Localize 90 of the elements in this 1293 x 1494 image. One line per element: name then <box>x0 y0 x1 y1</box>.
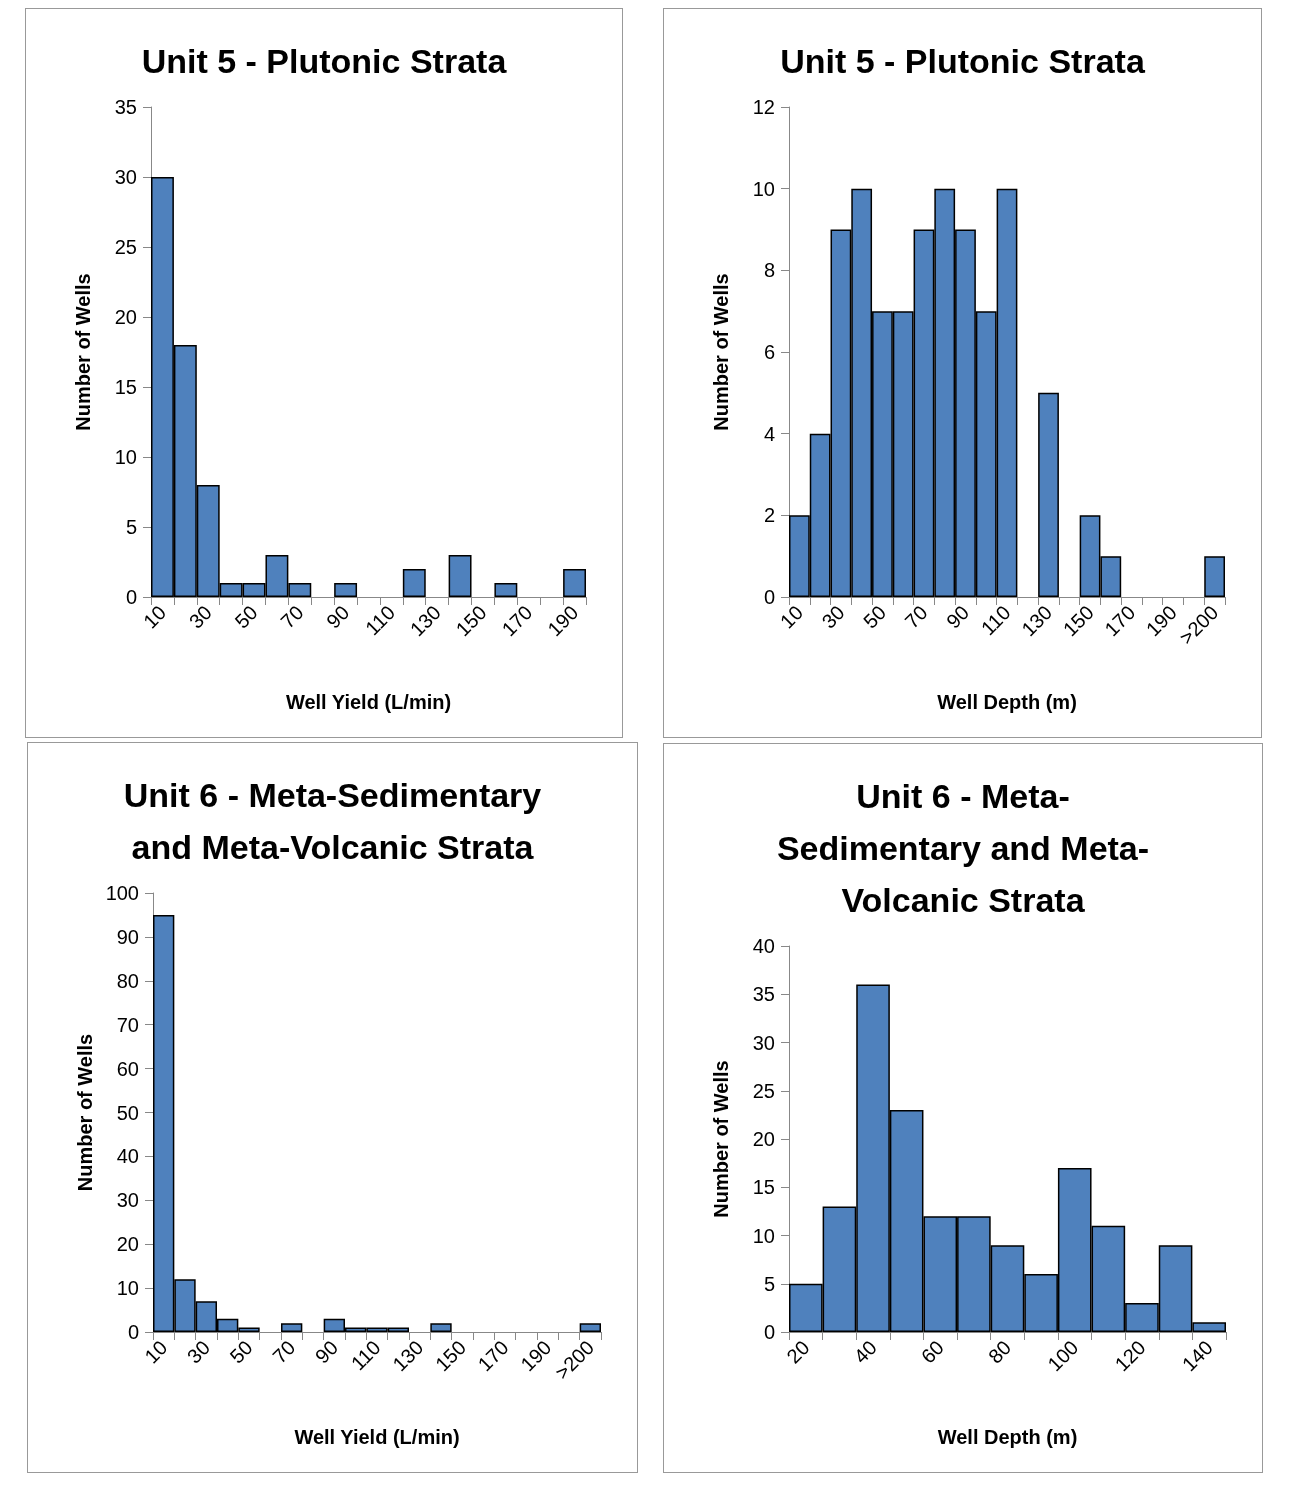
y-tick-label: 8 <box>763 259 775 282</box>
x-tick-label: 70 <box>276 601 308 633</box>
x-axis-title: Well Yield (L/min) <box>294 1426 460 1448</box>
x-tick-label: 150 <box>430 1336 471 1376</box>
y-tick-label: 5 <box>125 516 137 538</box>
x-tick-label: 130 <box>405 601 445 641</box>
bar <box>334 583 358 597</box>
chart-title: Unit 5 - Plutonic Strata <box>141 41 507 82</box>
y-tick-label: 10 <box>116 1277 139 1300</box>
x-tick-label: 110 <box>346 1336 385 1375</box>
bar <box>1204 556 1225 597</box>
x-tick-label: 190 <box>516 1336 556 1376</box>
y-axis-title: Number of Wells <box>710 273 732 431</box>
x-tick-label: 170 <box>497 601 537 641</box>
bar <box>402 569 426 597</box>
x-tick-label: 50 <box>230 601 262 633</box>
y-tick-label: 60 <box>116 1057 139 1080</box>
y-tick-label: 40 <box>116 1145 139 1168</box>
bar <box>1038 392 1059 597</box>
y-tick-label: 15 <box>114 376 137 398</box>
x-tick-label: 90 <box>310 1336 343 1368</box>
x-axis-title: Well Yield (L/min) <box>285 691 452 713</box>
y-tick-label: 0 <box>125 586 137 608</box>
y-tick-label: 12 <box>752 96 775 118</box>
x-tick-label: 90 <box>941 601 974 633</box>
x-axis-title: Well Depth (m) <box>937 1426 1078 1448</box>
y-tick-label: 10 <box>752 1224 775 1247</box>
y-tick-label: 30 <box>114 166 137 188</box>
y-tick-label: 10 <box>752 177 775 200</box>
x-tick-label: 80 <box>984 1336 1016 1368</box>
y-tick-label: 20 <box>752 1128 775 1150</box>
y-axis-title: Number of Wells <box>710 1060 732 1218</box>
x-tick-label: 130 <box>1017 601 1057 641</box>
bar <box>579 1323 601 1332</box>
y-tick-label: 20 <box>116 1233 139 1256</box>
y-tick-label: 5 <box>763 1272 775 1295</box>
x-tick-label: 150 <box>451 601 491 641</box>
x-tick-label: 100 <box>1043 1336 1083 1376</box>
y-tick-label: 90 <box>116 925 139 948</box>
y-tick-label: 10 <box>114 446 137 468</box>
x-tick-label: 140 <box>1177 1336 1217 1376</box>
y-axis-title: Number of Wells <box>72 273 94 431</box>
y-tick-label: 20 <box>114 306 137 328</box>
y-tick-label: 80 <box>116 969 139 992</box>
x-tick-label: 150 <box>1058 601 1098 641</box>
y-tick-label: 100 <box>105 882 139 904</box>
x-tick-label: 190 <box>543 601 583 641</box>
y-tick-label: 0 <box>763 586 775 608</box>
bar <box>430 1323 452 1332</box>
bar <box>494 583 518 597</box>
x-tick-label: 40 <box>849 1336 881 1368</box>
y-tick-label: 0 <box>763 1321 775 1343</box>
x-tick-label: 60 <box>916 1336 949 1368</box>
y-tick-label: 35 <box>752 983 775 1006</box>
y-tick-label: 50 <box>116 1101 139 1124</box>
x-tick-label: 110 <box>976 601 1015 640</box>
x-tick-label: 110 <box>361 601 400 640</box>
x-tick-label: 130 <box>388 1336 428 1376</box>
x-tick-label: 50 <box>225 1336 257 1368</box>
y-tick-label: 4 <box>763 422 775 445</box>
x-tick-label: 170 <box>1100 601 1140 641</box>
y-axis-title: Number of Wells <box>73 1033 96 1192</box>
y-tick-label: 6 <box>763 341 775 363</box>
chart-title: Unit 5 - Plutonic Strata <box>780 41 1145 82</box>
x-tick-label: 30 <box>817 601 849 633</box>
y-tick-label: 25 <box>752 1079 775 1102</box>
y-tick-label: 2 <box>763 504 775 527</box>
bar <box>281 1323 303 1332</box>
x-tick-label: 170 <box>473 1336 513 1376</box>
y-tick-label: 25 <box>114 236 137 258</box>
x-tick-label: 190 <box>1141 601 1181 641</box>
x-tick-label: 50 <box>858 601 891 633</box>
x-tick-label: 70 <box>268 1336 300 1368</box>
y-tick-label: 70 <box>116 1013 139 1036</box>
bar <box>448 555 472 597</box>
y-tick-label: 0 <box>127 1321 139 1343</box>
x-tick-label: 70 <box>900 601 932 633</box>
y-tick-label: 15 <box>752 1176 775 1199</box>
x-tick-label: 120 <box>1110 1336 1150 1376</box>
x-axis-title: Well Depth (m) <box>937 691 1077 713</box>
x-tick-label: 30 <box>182 1336 215 1368</box>
y-tick-label: 30 <box>116 1189 139 1212</box>
y-tick-label: 30 <box>752 1031 775 1054</box>
x-tick-label: 30 <box>184 601 217 633</box>
y-tick-label: 35 <box>114 96 137 118</box>
bar <box>563 569 586 597</box>
y-tick-label: 40 <box>752 935 775 957</box>
chart-title: Unit 6 - Meta-Sedimentary and Meta-Volcanic Strata <box>122 775 543 868</box>
chart-title: Unit 6 - Meta-Sedimentary and Meta-Volcanic Strata <box>775 776 1151 921</box>
x-tick-label: 90 <box>322 601 354 633</box>
